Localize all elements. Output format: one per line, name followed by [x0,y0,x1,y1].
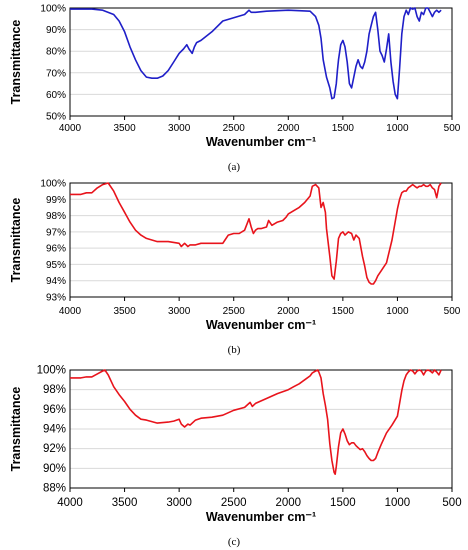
y-tick-label: 98% [46,211,66,222]
y-axis-title: Transmittance [9,198,23,283]
x-axis-title: Wavenumber cm⁻¹ [206,135,316,149]
x-tick-label: 2000 [277,123,300,134]
x-tick-label: 1000 [385,497,411,509]
x-tick-label: 2500 [223,306,246,317]
plot-frame [69,182,453,298]
series-line [70,369,442,476]
chart-panel-c: 88% 90% 92% 94% 96% 98% 100% 4000 3500 3000 2500 20… [9,365,462,549]
x-tick-label: 2000 [277,306,300,317]
y-tick-label: 100% [40,4,66,15]
y-axis-title: Transmittance [9,20,23,105]
x-tick-label: 1500 [332,306,355,317]
chart-panel-b: 93% 94% 95% 96% 97% 98% 99% 100% 4000 3500 3000 250… [9,179,461,357]
x-tick-label: 1500 [330,497,356,509]
x-axis-title: Wavenumber cm⁻¹ [206,318,316,332]
y-tick-label: 95% [46,260,66,271]
figure-caption: (a) [228,161,241,173]
y-tick-label: 80% [46,47,66,58]
series-line [70,7,442,100]
y-tick-label: 92% [43,443,66,455]
x-tick-label: 500 [442,497,461,509]
figure-caption: (b) [228,344,241,356]
x-tick-label: 4000 [59,123,82,134]
y-tick-label: 98% [43,384,66,396]
y-tick-label: 100% [40,179,66,190]
x-tick-label: 4000 [59,306,82,317]
y-tick-label: 93% [46,293,66,304]
y-tick-label: 94% [43,424,66,436]
x-axis-title: Wavenumber cm⁻¹ [206,510,316,524]
y-tick-label: 90% [46,25,66,36]
x-tick-label: 1000 [386,306,409,317]
y-tick-label: 90% [43,463,66,475]
y-tick-label: 70% [46,68,66,79]
y-tick-label: 96% [46,244,66,255]
x-tick-label: 500 [444,123,461,134]
x-tick-label: 2500 [221,497,247,509]
plot-frame [69,369,453,489]
x-tick-label: 3000 [168,123,191,134]
x-tick-label: 1500 [332,123,355,134]
plot-frame [69,7,453,117]
y-tick-label: 97% [46,227,66,238]
x-tick-label: 3500 [113,123,136,134]
x-tick-label: 500 [444,306,461,317]
x-tick-label: 3500 [112,497,138,509]
series-line [70,182,442,285]
x-tick-label: 2500 [223,123,246,134]
x-tick-label: 3000 [168,306,191,317]
y-tick-label: 94% [46,276,66,287]
y-tick-label: 96% [43,404,66,416]
x-tick-label: 1000 [386,123,409,134]
y-tick-label: 50% [46,112,66,123]
x-tick-label: 3000 [166,497,192,509]
chart-panel-a: 50% 60% 70% 80% 90% 100% 4000 3500 3000 2500 2000 1… [9,4,461,174]
x-tick-label: 3500 [113,306,136,317]
y-axis-title: Transmittance [9,387,23,472]
x-tick-label: 2000 [275,497,301,509]
x-tick-label: 4000 [57,497,83,509]
y-tick-label: 88% [43,483,66,495]
figure-caption: (c) [228,536,241,548]
y-tick-label: 99% [46,195,66,206]
y-tick-label: 100% [37,365,66,377]
y-tick-label: 60% [46,90,66,101]
